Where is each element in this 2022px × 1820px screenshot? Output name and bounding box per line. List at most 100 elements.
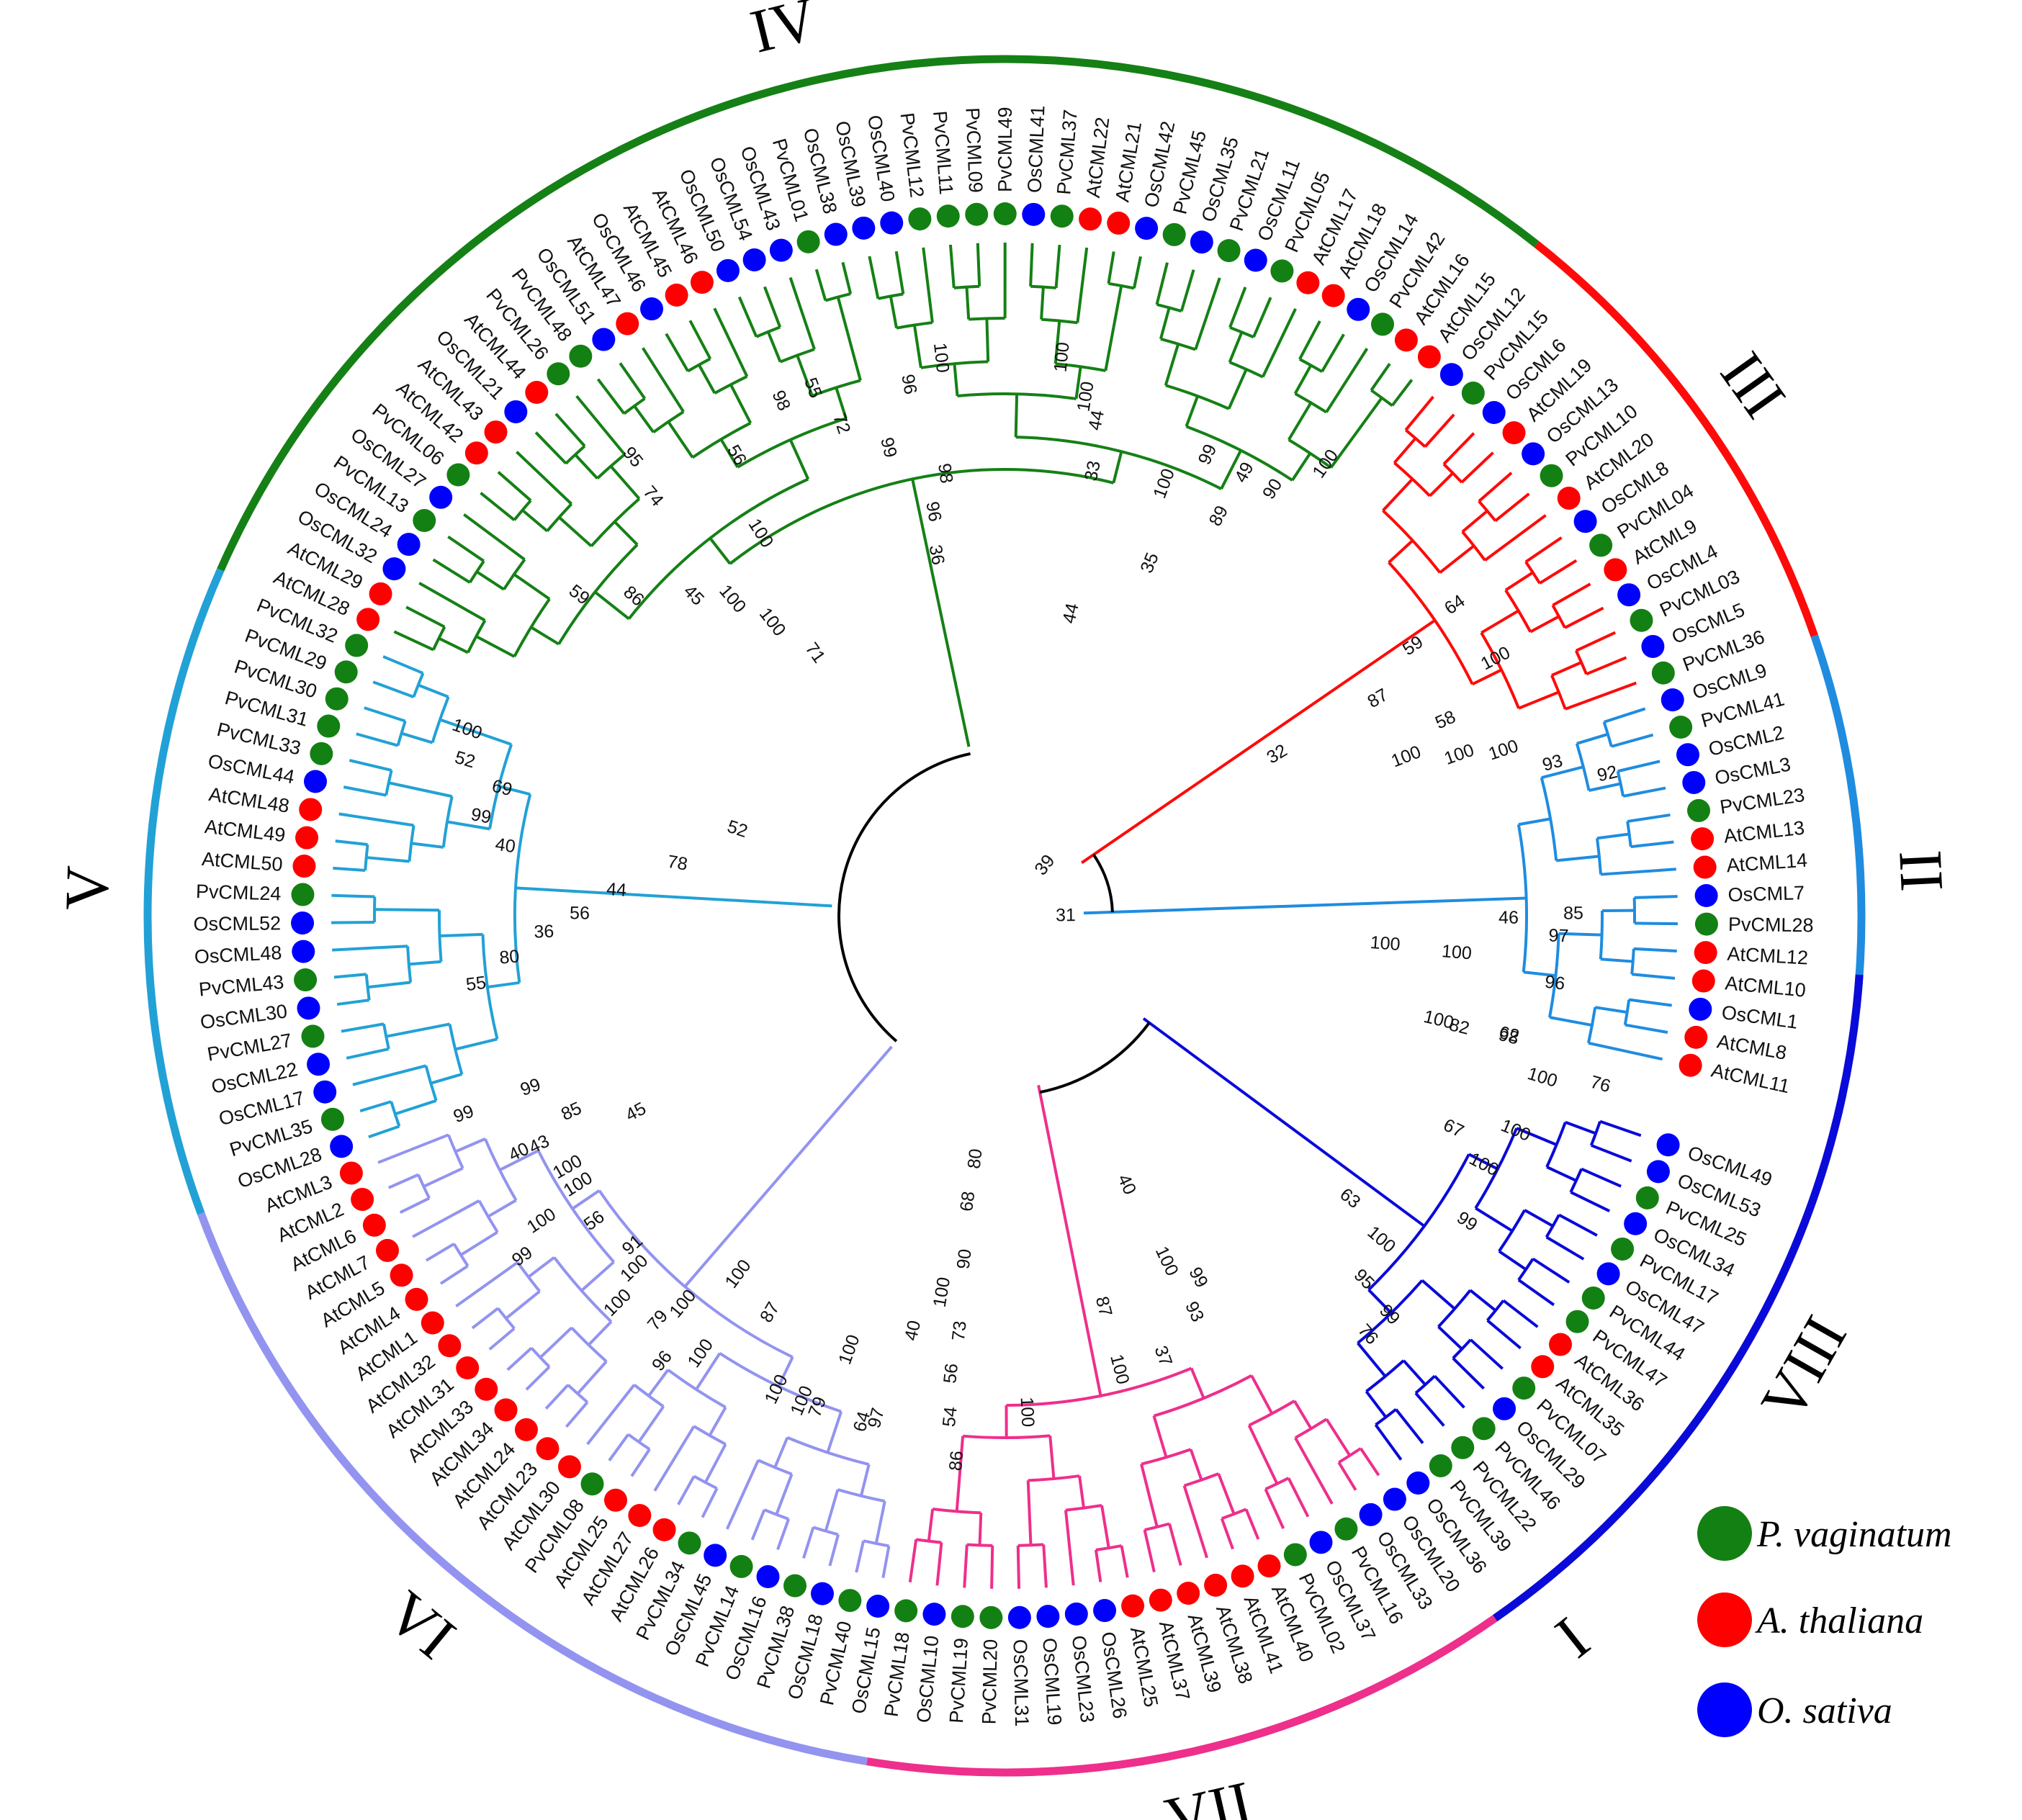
species-dot xyxy=(678,1531,701,1555)
species-dot xyxy=(569,344,593,368)
bootstrap-value: 59 xyxy=(565,581,593,609)
group-label: V xyxy=(52,865,122,911)
legend-item-pv: P. vaginatum xyxy=(1697,1506,1952,1561)
legend: P. vaginatum A. thaliana O. sativa xyxy=(1697,1506,1952,1737)
species-dot xyxy=(1257,1554,1281,1578)
species-dot xyxy=(894,1599,918,1623)
leaf-label: OsCML48 xyxy=(194,942,282,968)
leaf-label: PvCML18 xyxy=(880,1631,913,1718)
bootstrap-value: 56 xyxy=(940,1362,962,1384)
leaf-label: OsCML19 xyxy=(1038,1637,1065,1726)
leaf-label: AtCML11 xyxy=(1709,1059,1792,1097)
species-dot xyxy=(1217,239,1241,263)
bootstrap-value: 90 xyxy=(953,1248,976,1270)
species-dot xyxy=(397,533,421,557)
species-dot xyxy=(557,1455,581,1479)
bootstrap-value: 100 xyxy=(721,1256,755,1292)
species-dot xyxy=(1641,634,1665,658)
leaf-label: AtCML12 xyxy=(1727,943,1809,969)
species-dot xyxy=(1557,486,1581,510)
species-dot xyxy=(494,1398,518,1422)
bootstrap-value: 100 xyxy=(930,342,953,374)
bootstrap-value: 63 xyxy=(1336,1184,1364,1212)
species-dot xyxy=(382,557,406,581)
bootstrap-value: 97 xyxy=(1548,925,1569,946)
bootstrap-value: 100 xyxy=(1074,380,1098,413)
bootstrap-value: 44 xyxy=(1059,601,1082,625)
bootstrap-value: 99 xyxy=(469,804,493,828)
species-dots xyxy=(291,202,1718,1629)
bootstrap-value: 85 xyxy=(1563,903,1583,923)
leaf-label: PvCML12 xyxy=(897,112,928,199)
group-arc xyxy=(1534,240,1818,637)
bootstrap-value: 95 xyxy=(619,443,647,471)
species-dot xyxy=(375,1238,399,1262)
species-dot xyxy=(413,509,436,533)
bootstrap-value: 98 xyxy=(1496,1024,1521,1049)
species-dot xyxy=(1656,1133,1680,1157)
species-dot xyxy=(475,1377,498,1401)
species-dot xyxy=(704,1544,727,1567)
species-dot xyxy=(334,660,358,684)
leaf-label: AtCML21 xyxy=(1111,120,1146,204)
bootstrap-value: 32 xyxy=(1263,740,1290,767)
species-dot xyxy=(1321,284,1345,307)
bootstrap-value: 100 xyxy=(745,515,778,551)
species-dot xyxy=(1121,1594,1145,1618)
species-dot xyxy=(405,1287,428,1311)
bootstrap-value: 99 xyxy=(876,436,901,460)
bootstrap-value: 78 xyxy=(666,852,689,875)
bootstrap-value: 100 xyxy=(1525,1063,1560,1091)
group-arc xyxy=(866,1615,1498,1777)
species-dot xyxy=(291,911,315,935)
bootstrap-value: 72 xyxy=(829,411,854,436)
bootstrap-value: 96 xyxy=(897,373,920,396)
bootstrap-value: 100 xyxy=(1151,1243,1182,1279)
bootstrap-value: 46 xyxy=(1498,908,1519,928)
species-dot xyxy=(1472,1417,1496,1441)
bootstrap-value: 89 xyxy=(1205,503,1232,530)
bootstrap-value: 45 xyxy=(622,1099,650,1126)
species-dot xyxy=(690,271,714,294)
bootstrap-value: 40 xyxy=(1113,1171,1140,1198)
bootstrap-value: 62 xyxy=(1497,1022,1521,1047)
species-dot xyxy=(456,1356,480,1380)
species-dot xyxy=(291,883,315,906)
leaf-label: PvCML24 xyxy=(196,880,282,905)
species-dot xyxy=(1036,1605,1060,1628)
leaf-label: OsCML3 xyxy=(1713,753,1792,789)
bootstrap-value: 98 xyxy=(934,462,956,485)
group-arcs xyxy=(143,55,1866,1777)
species-dot xyxy=(438,1334,462,1358)
bootstrap-value: 100 xyxy=(1308,446,1342,482)
species-dot xyxy=(1417,345,1441,369)
bootstrap-value: 99 xyxy=(451,1101,477,1127)
leaf-label: OsCML41 xyxy=(1024,105,1049,194)
species-dot xyxy=(965,202,989,226)
leaf-label: OsCML40 xyxy=(863,114,899,204)
species-dot xyxy=(1383,1487,1406,1511)
species-dot xyxy=(1022,202,1046,226)
leaf-label: PvCML20 xyxy=(979,1639,1002,1725)
bootstrap-value: 87 xyxy=(756,1299,783,1326)
leaf-label: OsCML31 xyxy=(1010,1639,1033,1726)
species-dot xyxy=(330,1135,354,1158)
legend-label-at: A. thaliana xyxy=(1755,1600,1923,1641)
bootstrap-value: 36 xyxy=(925,544,948,567)
bootstrap-value: 52 xyxy=(452,747,477,772)
bootstrap-value: 71 xyxy=(801,639,830,667)
species-dot xyxy=(356,608,380,631)
group-arc xyxy=(197,1212,868,1766)
bootstrap-value: 100 xyxy=(1149,466,1179,501)
species-dot xyxy=(307,1053,331,1076)
species-dot xyxy=(866,1595,890,1618)
species-dot xyxy=(729,1554,753,1578)
legend-dot-os xyxy=(1697,1682,1752,1737)
bootstrap-value: 76 xyxy=(1588,1072,1612,1097)
species-dot xyxy=(484,420,508,444)
species-dot xyxy=(1482,401,1506,425)
leaf-label: AtCML49 xyxy=(204,816,287,846)
species-dot xyxy=(1461,382,1485,405)
species-dot xyxy=(1682,770,1706,794)
species-dot xyxy=(769,238,793,262)
